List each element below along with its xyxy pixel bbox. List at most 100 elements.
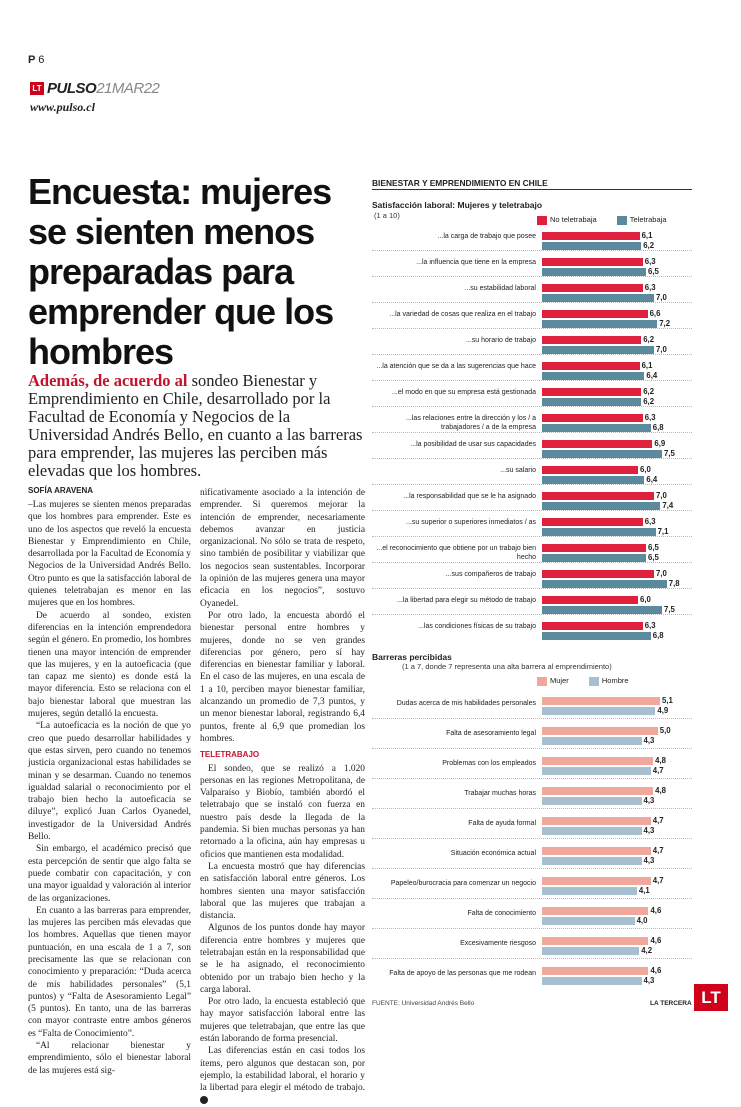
- bar-hombre: [542, 977, 642, 985]
- divider: [372, 189, 692, 190]
- data-label: 6,1: [641, 361, 653, 370]
- data-label: 4,9: [657, 706, 669, 715]
- row-separator: [372, 510, 692, 511]
- data-label: 6,3: [644, 413, 656, 422]
- data-label: 6,3: [644, 257, 656, 266]
- row-separator: [372, 354, 692, 355]
- data-label: 6,5: [648, 553, 659, 562]
- paragraph: Por otro lado, la encuesta abordó el bie…: [200, 610, 365, 744]
- row-separator: [372, 302, 692, 303]
- la-tercera-logo: LT: [694, 984, 728, 1011]
- data-label: 6,2: [643, 335, 655, 344]
- row-separator: [372, 432, 692, 433]
- row-separator: [372, 562, 692, 563]
- bar-mujer: [542, 757, 654, 765]
- masthead-title: PULSO21MAR22: [47, 80, 160, 97]
- category-label: Problemas con los empleados: [442, 760, 536, 767]
- lede-lead: Además, de acuerdo al: [28, 371, 188, 390]
- paragraph: Algunos de los puntos donde hay mayor di…: [200, 923, 365, 995]
- bar-teletrabaja: [542, 632, 651, 640]
- data-label: 7,4: [662, 501, 674, 510]
- bar-teletrabaja: [542, 476, 645, 484]
- bar-no-teletrabaja: [542, 518, 643, 526]
- article-column-1: –Las mujeres se sienten menos preparadas…: [28, 499, 191, 1077]
- bar-hombre: [542, 737, 642, 745]
- data-label: 6,9: [654, 439, 666, 448]
- legend-swatch: [537, 215, 547, 225]
- lt-logo: LT: [30, 82, 44, 95]
- bar-no-teletrabaja: [542, 232, 640, 240]
- data-label: 7,0: [656, 569, 667, 578]
- row-separator: [372, 536, 692, 537]
- bar-no-teletrabaja: [542, 622, 643, 630]
- paragraph-text: Las diferencias están en casi todos los …: [200, 1046, 365, 1094]
- data-label: 7,0: [656, 345, 667, 354]
- row-separator: [372, 808, 692, 809]
- category-label: ...la atención que se da a las sugerenci…: [376, 363, 536, 370]
- data-label: 6,3: [644, 517, 656, 526]
- row-separator: [372, 588, 692, 589]
- category-label: ...el reconocimiento que obtiene por un …: [376, 545, 536, 561]
- section-subhead: TELETRABAJO: [200, 750, 260, 760]
- row-separator: [372, 406, 692, 407]
- bar-mujer: [542, 847, 651, 855]
- bar-no-teletrabaja: [542, 570, 654, 578]
- category-label: ...las relaciones entre la dirección y l…: [406, 415, 536, 431]
- data-label: 4,7: [652, 766, 664, 775]
- chart2-subtitle: (1 a 7, donde 7 representa una alta barr…: [402, 662, 612, 671]
- paragraph: Sin embargo, el académico precisó que es…: [28, 844, 191, 904]
- chart2-title: Barreras percibidas: [372, 652, 452, 662]
- data-label: 5,1: [662, 696, 673, 705]
- data-label: 4,7: [652, 816, 664, 825]
- paragraph: Por otro lado, la encuesta estableció qu…: [200, 997, 365, 1045]
- data-label: 4,3: [643, 826, 655, 835]
- bar-no-teletrabaja: [542, 388, 642, 396]
- row-separator: [372, 276, 692, 277]
- data-label: 4,3: [643, 736, 655, 745]
- data-label: 4,6: [650, 906, 662, 915]
- bar-teletrabaja: [542, 320, 658, 328]
- data-label: 6,2: [643, 241, 655, 250]
- legend-item-hombre: Hombre: [588, 676, 629, 686]
- data-label: 4,3: [643, 856, 655, 865]
- bar-teletrabaja: [542, 502, 661, 510]
- masthead-url[interactable]: www.pulso.cl: [30, 100, 95, 114]
- bar-no-teletrabaja: [542, 336, 642, 344]
- data-label: 6,6: [649, 309, 661, 318]
- data-label: 6,3: [644, 283, 656, 292]
- category-label: Dudas acerca de mis habilidades personal…: [396, 700, 536, 707]
- source-note: FUENTE: Universidad Andrés Bello: [372, 1000, 475, 1007]
- chart1-subtitle: (1 a 10): [374, 211, 400, 220]
- data-label: 4,8: [655, 756, 666, 765]
- data-label: 7,2: [659, 319, 671, 328]
- category-label: Falta de apoyo de las personas que me ro…: [389, 970, 536, 977]
- data-label: 6,0: [640, 595, 651, 604]
- category-label: ...el modo en que su empresa está gestio…: [392, 389, 536, 396]
- bar-teletrabaja: [542, 346, 654, 354]
- category-label: ...la libertad para elegir su método de …: [397, 597, 536, 604]
- bar-no-teletrabaja: [542, 362, 640, 370]
- legend-item-teletrabaja: Teletrabaja: [616, 215, 667, 225]
- category-label: ...la influencia que tiene en la empresa: [416, 259, 536, 266]
- category-label: ...sus compañeros de trabajo: [445, 571, 536, 578]
- category-label: Falta de ayuda formal: [468, 820, 536, 827]
- paragraph: La encuesta mostró que hay diferencias e…: [200, 861, 365, 922]
- bar-teletrabaja: [542, 450, 662, 458]
- data-label: 6,1: [641, 231, 653, 240]
- bar-hombre: [542, 707, 656, 715]
- row-separator: [372, 718, 692, 719]
- row-separator: [372, 898, 692, 899]
- bar-teletrabaja: [542, 268, 646, 276]
- bar-hombre: [542, 947, 640, 955]
- data-label: 7,1: [657, 527, 669, 536]
- category-label: Excesivamente riesgoso: [460, 940, 536, 947]
- category-label: Papeleo/burocracia para comenzar un nego…: [390, 880, 536, 887]
- bar-no-teletrabaja: [542, 596, 638, 604]
- row-separator: [372, 868, 692, 869]
- row-separator: [372, 958, 692, 959]
- bar-no-teletrabaja: [542, 414, 643, 422]
- bar-no-teletrabaja: [542, 492, 654, 500]
- bar-hombre: [542, 767, 651, 775]
- data-label: 6,8: [652, 631, 664, 640]
- category-label: Situación económica actual: [450, 850, 536, 857]
